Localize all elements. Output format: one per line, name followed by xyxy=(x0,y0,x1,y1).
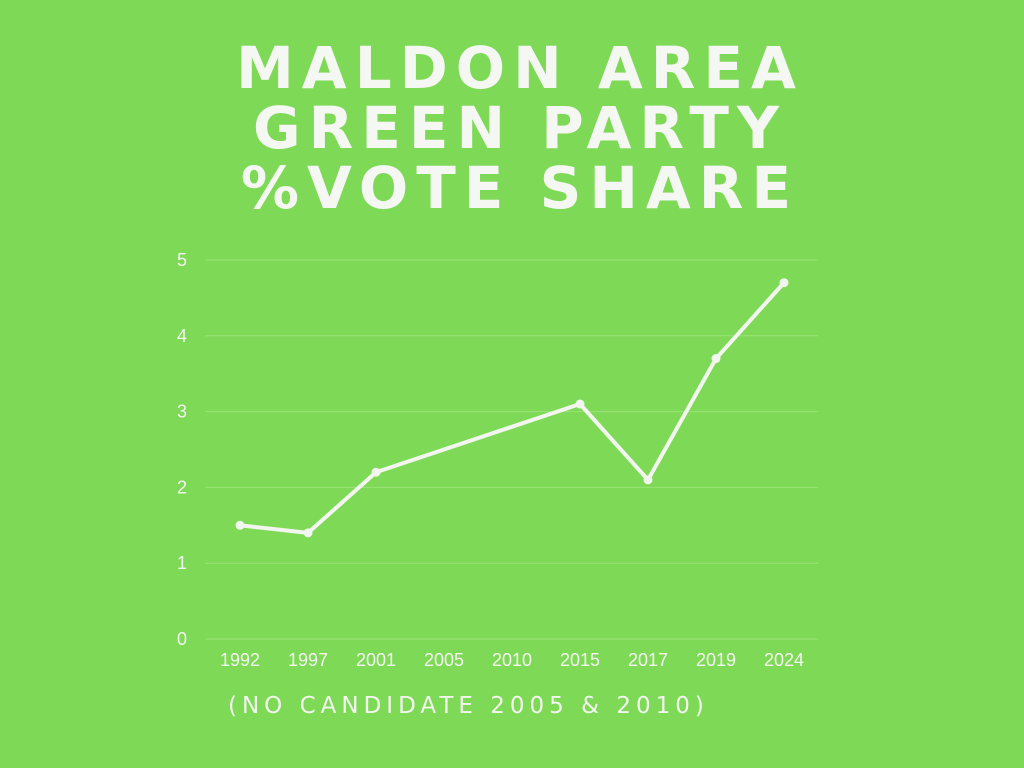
chart-title: MALDON AREA GREEN PARTY %VOTE SHARE xyxy=(180,38,860,218)
data-point-2019 xyxy=(711,354,721,364)
y-tick-label: 1 xyxy=(177,553,187,573)
y-tick-label: 0 xyxy=(177,629,187,649)
x-tick-label: 2005 xyxy=(424,650,464,670)
y-tick-label: 4 xyxy=(177,326,187,346)
data-point-1997 xyxy=(303,528,313,538)
title-line-2: GREEN PARTY xyxy=(253,94,787,162)
x-tick-label: 2015 xyxy=(560,650,600,670)
data-point-2015 xyxy=(575,399,585,409)
data-point-2017 xyxy=(643,475,653,485)
data-point-2024 xyxy=(779,278,789,288)
y-tick-label: 5 xyxy=(177,250,187,270)
title-line-1: MALDON AREA xyxy=(236,34,804,102)
chart-annotation: (NO CANDIDATE 2005 & 2010) xyxy=(228,693,709,719)
y-tick-label: 2 xyxy=(177,477,187,497)
data-point-2001 xyxy=(371,467,381,477)
y-tick-label: 3 xyxy=(177,402,187,422)
title-line-3: %VOTE SHARE xyxy=(240,154,800,222)
x-tick-label: 2024 xyxy=(764,650,804,670)
x-tick-label: 2019 xyxy=(696,650,736,670)
series-line xyxy=(238,280,786,535)
x-tick-label: 2001 xyxy=(356,650,396,670)
data-point-1992 xyxy=(235,520,245,530)
x-tick-label: 2017 xyxy=(628,650,668,670)
x-tick-label: 2010 xyxy=(492,650,532,670)
x-tick-label: 1992 xyxy=(220,650,260,670)
x-tick-label: 1997 xyxy=(288,650,328,670)
